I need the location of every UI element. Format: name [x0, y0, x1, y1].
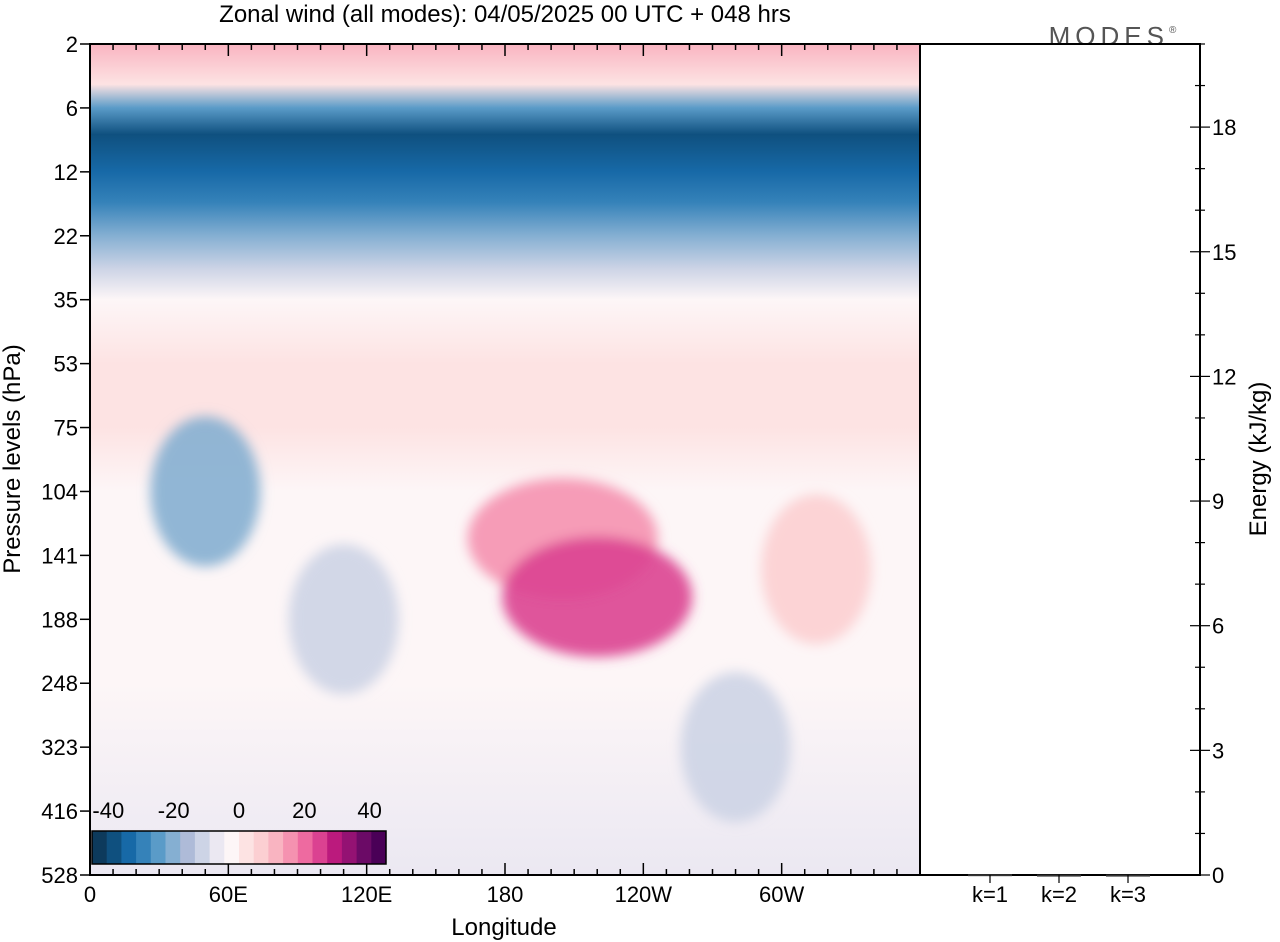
colorbar-tick-label: -40: [92, 798, 124, 823]
energy-tick-label: 15: [1212, 240, 1236, 265]
colorbar-frame: [91, 830, 387, 865]
heatmap-feature: [150, 416, 261, 567]
colorbar-swatch: [209, 831, 225, 864]
energy-x-label: k=1: [972, 882, 1008, 907]
y-tick-label: 12: [54, 160, 78, 185]
energy-x-label: k=3: [1110, 882, 1146, 907]
colorbar-swatch: [297, 831, 313, 864]
colorbar-swatch: [312, 831, 328, 864]
energy-tick-label: 3: [1212, 738, 1224, 763]
colorbar-swatch: [371, 831, 387, 864]
colorbar-swatch: [92, 831, 108, 864]
colorbar-swatch: [106, 831, 122, 864]
colorbar-tick-label: 20: [292, 798, 316, 823]
y-tick-label: 188: [41, 607, 78, 632]
colorbar-swatch: [194, 831, 211, 864]
energy-axis: 0 3 6 9 12 15 18: [1190, 43, 1236, 888]
y-tick-label: 35: [54, 288, 78, 313]
colorbar-swatch: [136, 831, 152, 864]
colorbar-swatch: [327, 831, 343, 864]
heatmap-feature: [761, 494, 872, 645]
y-axis-label: Pressure levels (hPa): [0, 344, 26, 573]
colorbar-swatch: [283, 831, 299, 864]
heatmap-features: [150, 416, 872, 823]
colorbar-swatch: [268, 831, 284, 864]
y-tick-label: 6: [66, 96, 78, 121]
y-axis: 2 6 12 22 35 53 75 104 141 188 248 323 416 528: [41, 32, 90, 888]
heatmap-feature: [502, 536, 693, 657]
y-tick-label: 141: [41, 543, 78, 568]
y-tick-label: 2: [66, 32, 78, 57]
y-tick-label: 528: [41, 863, 78, 888]
heatmap-feature: [288, 544, 399, 695]
y-tick-label: 53: [54, 352, 78, 377]
x-axis-label: Longitude: [451, 914, 556, 941]
colorbar-swatch: [341, 831, 358, 864]
energy-panel: [919, 43, 1201, 876]
x-tick-label: 60E: [209, 882, 248, 907]
energy-tick-label: 9: [1212, 489, 1224, 514]
x-tick-label: 60W: [759, 882, 804, 907]
y-tick-label: 416: [41, 799, 78, 824]
colorbar-tick-label: 40: [357, 798, 381, 823]
x-tick-label: 0: [84, 882, 96, 907]
energy-tick-label: 12: [1212, 364, 1236, 389]
energy-tick-label: 6: [1212, 614, 1224, 639]
heatmap-feature: [680, 672, 791, 823]
logo-mark: ®: [1169, 25, 1181, 36]
x-tick-label: 120W: [615, 882, 673, 907]
y-tick-label: 104: [41, 479, 78, 504]
energy-frame: [919, 43, 1201, 876]
colorbar-swatch: [239, 831, 255, 864]
heatmap-plot: [90, 44, 920, 875]
colorbar-swatch: [180, 831, 196, 864]
chart-title: Zonal wind (all modes): 04/05/2025 00 UT…: [219, 1, 791, 28]
colorbar-swatch: [150, 831, 166, 864]
energy-tick-label: 18: [1212, 115, 1236, 140]
colorbar-swatch: [356, 831, 372, 864]
colorbar-tick-label: -20: [158, 798, 190, 823]
colorbar: -40 -20 0 20 40: [91, 798, 387, 865]
energy-x-label: k=2: [1041, 882, 1077, 907]
colorbar-swatch: [224, 831, 240, 864]
colorbar-swatch: [121, 831, 137, 864]
energy-x-labels: k=1 k=2 k=3: [972, 875, 1146, 907]
y-tick-label: 75: [54, 416, 78, 441]
energy-axis-label: Energy (kJ/kg): [1245, 382, 1272, 537]
x-tick-label: 180: [487, 882, 524, 907]
colorbar-swatch: [165, 831, 181, 864]
colorbar-swatch: [253, 831, 269, 864]
x-axis: 0 60E 120E 180 120W 60W: [84, 44, 921, 907]
y-tick-label: 248: [41, 671, 78, 696]
x-tick-label: 120E: [341, 882, 392, 907]
y-tick-label: 22: [54, 224, 78, 249]
colorbar-tick-label: 0: [233, 798, 245, 823]
y-tick-label: 323: [41, 735, 78, 760]
energy-tick-label: 0: [1212, 863, 1224, 888]
